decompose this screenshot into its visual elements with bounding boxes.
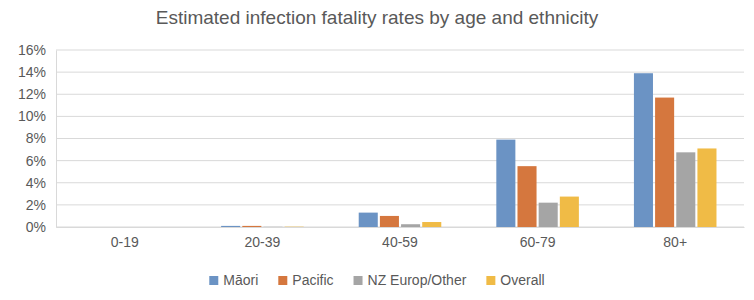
bar xyxy=(655,98,674,227)
bar xyxy=(242,226,261,227)
x-axis: 0-19 20-39 40-59 60-79 80+ xyxy=(57,227,745,250)
y-tick: 4% xyxy=(26,175,56,191)
chart: Estimated infection fatality rates by ag… xyxy=(0,0,754,300)
legend-label: Overall xyxy=(500,272,544,288)
y-tick-label: 4% xyxy=(26,175,46,191)
bar xyxy=(263,226,282,227)
x-tick: 40-59 xyxy=(382,227,418,250)
grid-line xyxy=(56,50,744,51)
bar xyxy=(380,216,399,227)
legend: Māori Pacific NZ Europ/Other Overall xyxy=(209,272,544,288)
bar xyxy=(401,224,420,227)
y-tick-label: 10% xyxy=(18,108,46,124)
bar xyxy=(560,197,579,227)
y-tick-label: 16% xyxy=(18,42,46,58)
x-axis-line xyxy=(57,227,745,228)
legend-item: Māori xyxy=(209,272,258,288)
y-tick-label: 14% xyxy=(18,64,46,80)
bars xyxy=(221,73,716,227)
x-tick-label: 60-79 xyxy=(520,234,556,250)
bar xyxy=(697,148,716,227)
title: Estimated infection fatality rates by ag… xyxy=(156,7,599,28)
x-tick: 80+ xyxy=(663,227,687,250)
y-tick-label: 6% xyxy=(26,153,46,169)
legend-item: Overall xyxy=(486,272,544,288)
legend-swatch xyxy=(486,276,495,285)
y-tick: 12% xyxy=(18,86,56,102)
plot: 0% 2% 4% 6% 8% 10% 12% 14% 16% 0-19 20-39 40-59 60-7… xyxy=(18,42,745,250)
y-tick: 16% xyxy=(18,42,56,58)
bar xyxy=(359,213,378,227)
y-axis: 0% 2% 4% 6% 8% 10% 12% 14% 16% xyxy=(18,42,57,235)
legend-label: NZ Europ/Other xyxy=(368,272,467,288)
bar xyxy=(422,222,441,227)
y-tick-label: 0% xyxy=(26,219,46,235)
legend-swatch xyxy=(354,276,363,285)
y-tick-label: 12% xyxy=(18,86,46,102)
bar xyxy=(634,73,653,227)
bar xyxy=(539,203,558,227)
bar xyxy=(84,227,103,228)
x-tick: 60-79 xyxy=(520,227,556,250)
bar xyxy=(126,227,145,228)
legend-swatch xyxy=(209,276,218,285)
x-tick: 20-39 xyxy=(244,227,280,250)
x-tick-label: 80+ xyxy=(663,234,687,250)
bar xyxy=(285,226,304,227)
y-tick-label: 2% xyxy=(26,197,46,213)
y-tick: 8% xyxy=(26,130,56,146)
y-tick: 6% xyxy=(26,153,56,169)
y-tick: 14% xyxy=(18,64,56,80)
y-tick: 10% xyxy=(18,108,56,124)
x-tick-label: 0-19 xyxy=(111,234,139,250)
legend-label: Māori xyxy=(223,272,258,288)
legend-swatch xyxy=(278,276,287,285)
grid-line xyxy=(56,72,744,73)
bar xyxy=(147,227,166,228)
y-tick: 0% xyxy=(26,219,56,235)
legend-item: NZ Europ/Other xyxy=(354,272,467,288)
grid xyxy=(56,50,744,227)
legend-label: Pacific xyxy=(292,272,333,288)
bar xyxy=(517,166,536,227)
legend-item: Pacific xyxy=(278,272,333,288)
bar xyxy=(221,226,240,227)
bar xyxy=(105,227,124,228)
x-tick: 0-19 xyxy=(111,227,139,250)
x-tick-label: 40-59 xyxy=(382,234,418,250)
bar xyxy=(676,152,695,227)
x-tick-label: 20-39 xyxy=(244,234,280,250)
y-tick: 2% xyxy=(26,197,56,213)
y-tick-label: 8% xyxy=(26,130,46,146)
y-axis-line xyxy=(56,51,57,228)
bar xyxy=(496,140,515,227)
